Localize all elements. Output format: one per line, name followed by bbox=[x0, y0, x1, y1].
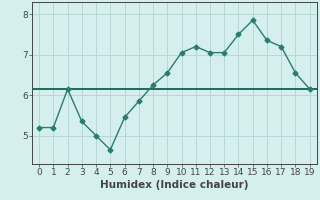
X-axis label: Humidex (Indice chaleur): Humidex (Indice chaleur) bbox=[100, 180, 249, 190]
